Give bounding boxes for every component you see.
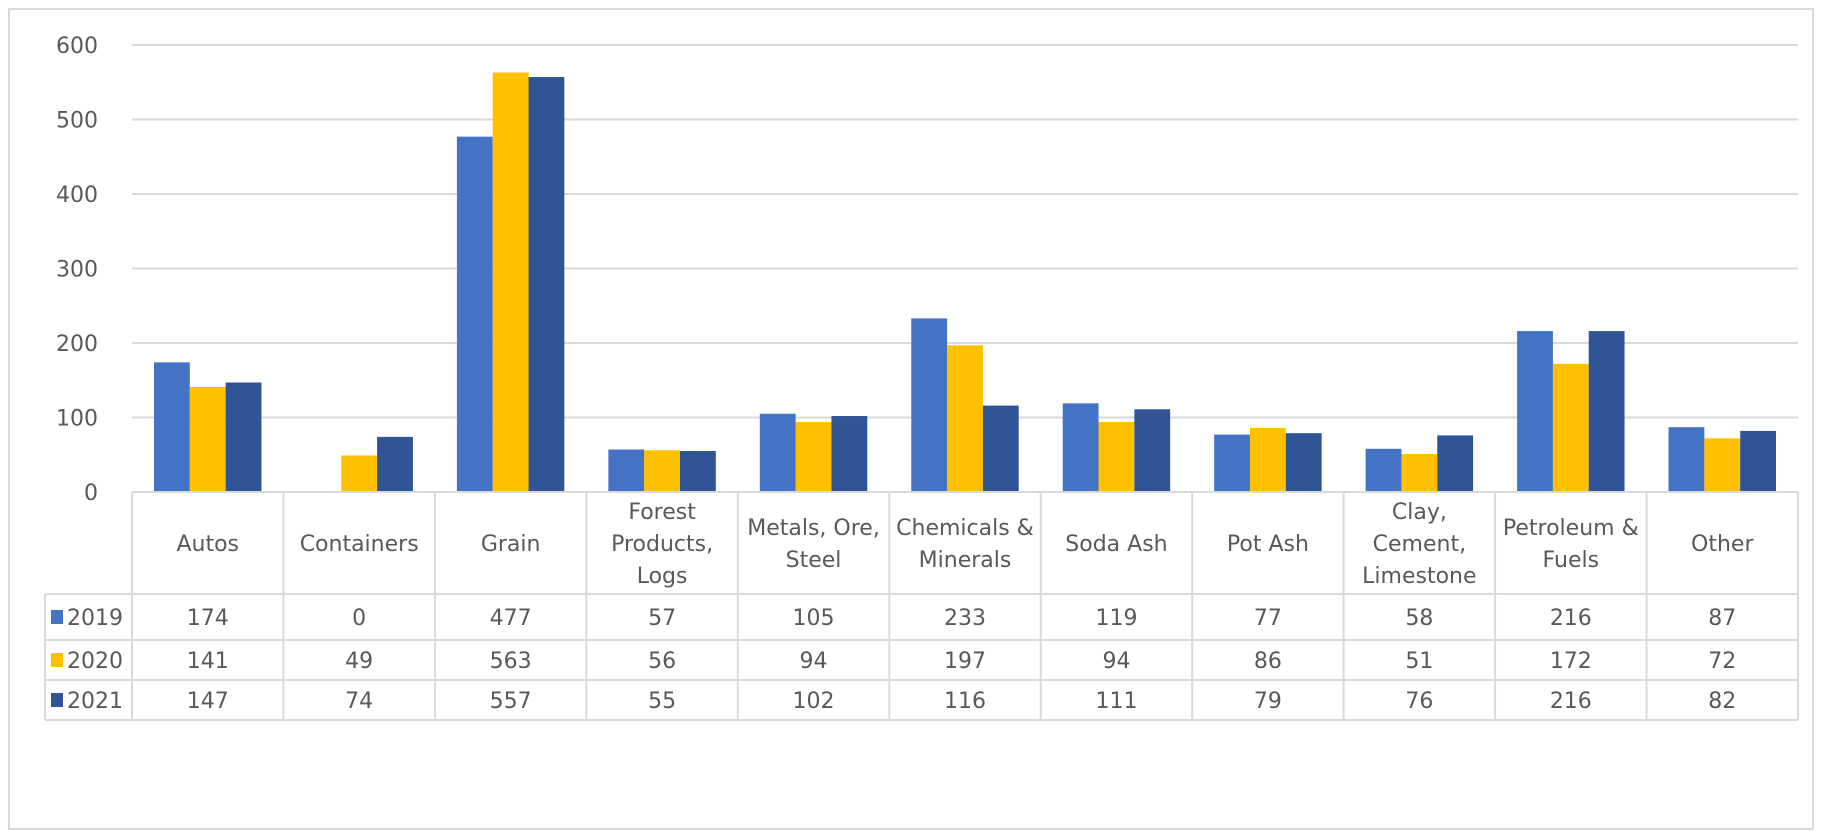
category-label: Cement, <box>1373 532 1466 557</box>
data-table-value: 72 <box>1708 649 1736 674</box>
bar-2021 <box>982 405 1019 492</box>
bar-2020 <box>947 345 983 492</box>
data-table-value: 111 <box>1095 689 1137 714</box>
y-tick-label: 500 <box>56 109 98 134</box>
data-table-value: 79 <box>1254 689 1282 714</box>
data-table-value: 233 <box>944 606 986 631</box>
y-tick-label: 100 <box>56 407 98 432</box>
bar-2019 <box>1517 331 1553 492</box>
data-table-value: 87 <box>1708 606 1736 631</box>
category-label: Metals, Ore, <box>747 516 880 541</box>
data-table-value: 557 <box>490 689 532 714</box>
bar-2020 <box>1552 363 1589 492</box>
bar-2019 <box>1668 427 1705 492</box>
bar-2020 <box>1401 454 1438 492</box>
data-table-value: 141 <box>187 649 229 674</box>
data-table-value: 94 <box>1102 649 1130 674</box>
category-label: Chemicals & <box>896 516 1034 541</box>
y-tick-label: 0 <box>84 481 98 506</box>
chart-frame: 0 100 200 300 400 500 600 Autos Containers Grain F… <box>8 8 1814 830</box>
data-table-value: 102 <box>793 689 835 714</box>
bar-2019 <box>759 413 796 492</box>
bar-2021 <box>831 416 868 492</box>
bar-2021 <box>528 77 565 492</box>
data-table-value: 216 <box>1550 689 1592 714</box>
category-label: Steel <box>786 548 842 573</box>
data-table-value: 216 <box>1550 606 1592 631</box>
category-label: Products, <box>611 532 713 557</box>
y-tick-label: 300 <box>56 258 98 283</box>
category-label: Autos <box>176 532 239 557</box>
data-table-value: 172 <box>1550 649 1592 674</box>
bar-2020 <box>1250 427 1286 492</box>
bar-2020 <box>795 421 832 492</box>
data-table-value: 197 <box>944 649 986 674</box>
data-table-value: 563 <box>490 649 532 674</box>
data-table-value: 105 <box>793 606 835 631</box>
data-table-value: 76 <box>1405 689 1433 714</box>
bar-2019 <box>154 362 190 492</box>
y-tick-label: 200 <box>56 332 98 357</box>
bar-2019 <box>1365 448 1402 492</box>
data-table-value: 56 <box>648 649 676 674</box>
legend-key-2021 <box>51 693 63 707</box>
category-label: Containers <box>300 532 419 557</box>
bar-2021 <box>225 382 262 492</box>
data-table-value: 49 <box>345 649 373 674</box>
data-table-value: 116 <box>944 689 986 714</box>
bar-2021 <box>1740 430 1776 492</box>
category-label: Fuels <box>1543 548 1600 573</box>
category-label: Petroleum & <box>1503 516 1639 541</box>
bar-2019 <box>456 136 493 492</box>
data-table-value: 147 <box>187 689 229 714</box>
legend-key-2019 <box>51 610 63 624</box>
data-table-value: 82 <box>1708 689 1736 714</box>
data-table-value: 58 <box>1405 606 1433 631</box>
data-table-value: 51 <box>1405 649 1433 674</box>
legend-label: 2021 <box>67 689 123 714</box>
data-table-value: 0 <box>352 606 366 631</box>
legend-label: 2019 <box>67 606 123 631</box>
data-table-value: 94 <box>800 649 828 674</box>
category-label: Limestone <box>1362 564 1476 589</box>
category-label: Logs <box>637 564 688 589</box>
bar-2020 <box>492 72 529 492</box>
bar-2020 <box>1098 421 1135 492</box>
category-label: Pot Ash <box>1227 532 1309 557</box>
data-table-value: 86 <box>1254 649 1282 674</box>
category-label: Minerals <box>919 548 1012 573</box>
bar-2020 <box>644 450 680 492</box>
bar-chart: 0 100 200 300 400 500 600 Autos Containers Grain F… <box>44 34 1799 721</box>
bar-2021 <box>377 436 413 492</box>
y-tick-label: 600 <box>56 34 98 59</box>
bar-2019 <box>1214 434 1250 492</box>
bar-2021 <box>1437 435 1474 492</box>
bar-2019 <box>608 449 645 492</box>
bar-2019 <box>911 318 948 492</box>
category-label: Other <box>1691 532 1754 557</box>
data-table-value: 55 <box>648 689 676 714</box>
data-table-value: 77 <box>1254 606 1282 631</box>
category-label: Soda Ash <box>1065 532 1167 557</box>
legend-label: 2020 <box>67 649 123 674</box>
data-table-value: 477 <box>490 606 532 631</box>
data-table-value: 174 <box>187 606 229 631</box>
bar-2020 <box>189 386 226 492</box>
data-table-value: 57 <box>648 606 676 631</box>
category-label: Clay, <box>1392 500 1447 525</box>
bar-2020 <box>1704 438 1741 492</box>
bar-2020 <box>341 455 378 492</box>
bar-2021 <box>1285 433 1322 492</box>
bar-2021 <box>1588 331 1625 492</box>
bar-2021 <box>680 451 716 492</box>
data-table-value: 119 <box>1095 606 1137 631</box>
data-table-value: 74 <box>345 689 373 714</box>
legend-key-2020 <box>51 653 63 667</box>
category-label: Grain <box>481 532 541 557</box>
bar-2021 <box>1134 409 1171 492</box>
bar-2019 <box>1062 403 1099 492</box>
category-label: Forest <box>628 500 696 525</box>
y-tick-label: 400 <box>56 183 98 208</box>
